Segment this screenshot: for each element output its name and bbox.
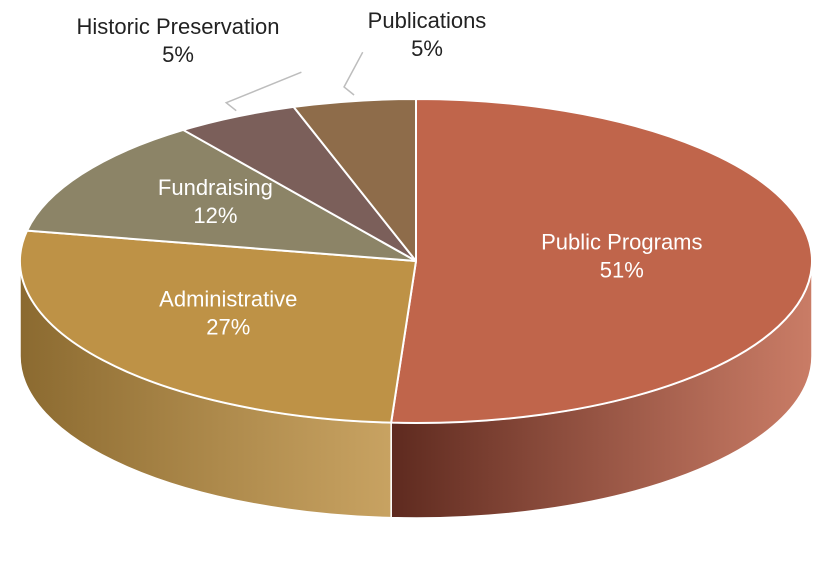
- slice-category: Public Programs: [541, 230, 702, 255]
- slice-fundraising: [26, 128, 417, 262]
- leader-line-historic-preservation: [224, 71, 302, 112]
- slice-percent: 5%: [162, 42, 194, 67]
- slice-category: Fundraising: [158, 175, 273, 200]
- slice-publications: [292, 98, 417, 262]
- pie-top-faces: [19, 98, 813, 424]
- slice-label-fundraising: Fundraising 12%: [158, 175, 273, 228]
- slice-percent: 12%: [193, 203, 237, 228]
- slice-percent: 5%: [411, 36, 443, 61]
- slice-category: Administrative: [159, 287, 297, 312]
- slice-label-publications: Publications 5%: [368, 8, 487, 61]
- label-leader-lines: [224, 51, 364, 112]
- slice-label-administrative: Administrative 27%: [159, 287, 297, 340]
- slice-percent: 27%: [206, 315, 250, 340]
- slice-label-public-programs: Public Programs 51%: [541, 230, 702, 283]
- slice-category: Historic Preservation: [77, 14, 280, 39]
- slice-administrative: [19, 229, 417, 424]
- leader-line-publications: [343, 51, 364, 96]
- slice-labels: Public Programs 51% Administrative 27% Fundr…: [77, 8, 703, 340]
- slice-percent: 51%: [600, 258, 644, 283]
- slice-label-historic-preservation: Historic Preservation 5%: [77, 14, 280, 67]
- slice-public-programs: [390, 98, 813, 424]
- slice-category: Publications: [368, 8, 487, 33]
